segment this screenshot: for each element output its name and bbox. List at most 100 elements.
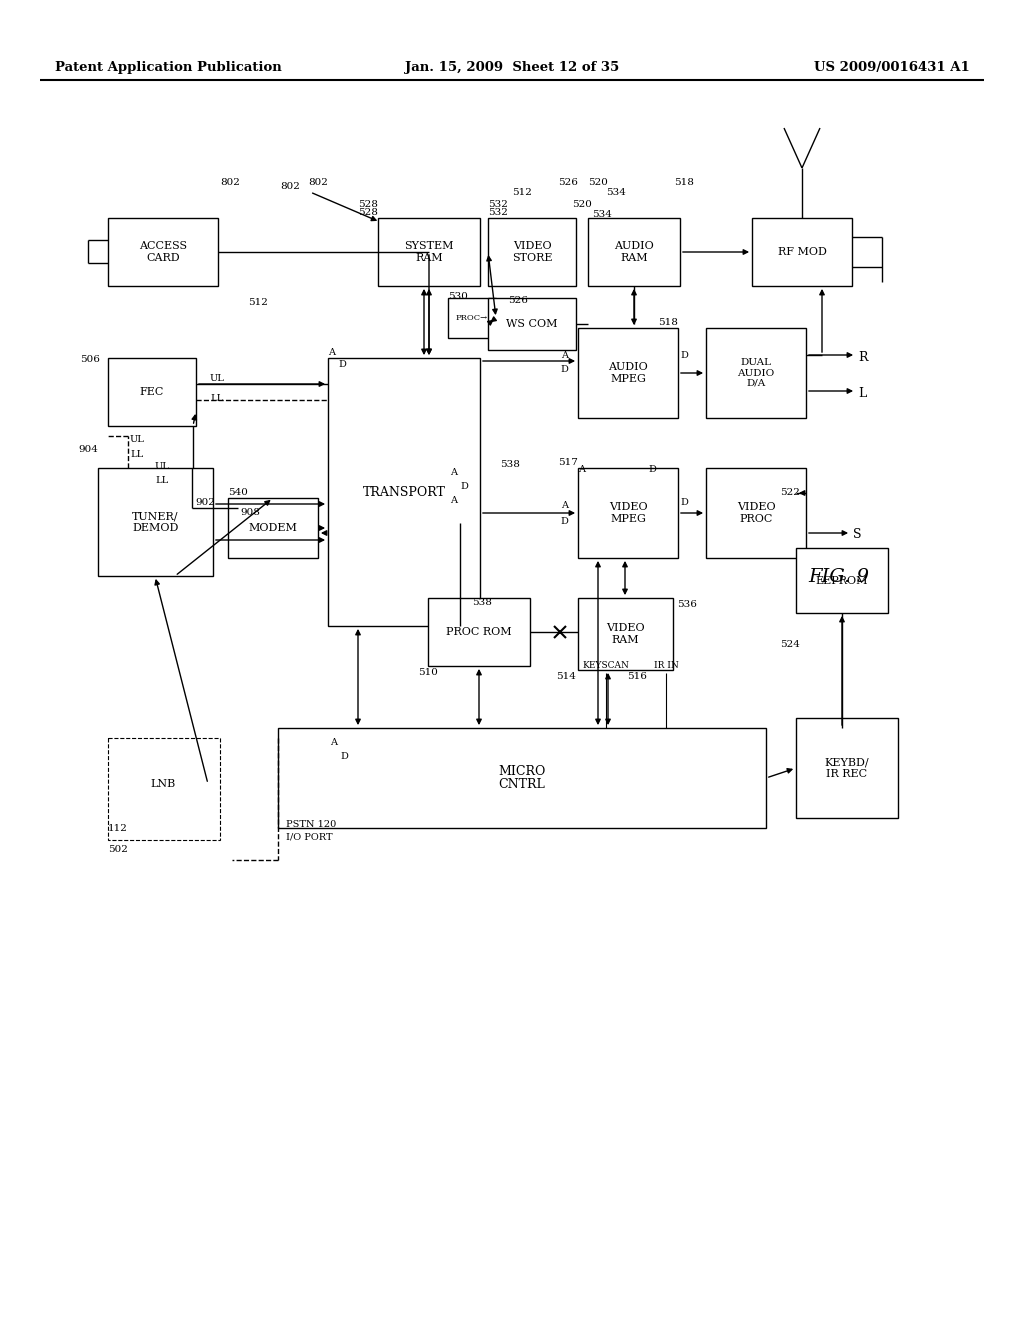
Bar: [428, 598, 530, 667]
Text: 502: 502: [108, 845, 128, 854]
Text: PROC→: PROC→: [456, 314, 488, 322]
Bar: [706, 469, 806, 558]
Text: TUNER/: TUNER/: [132, 511, 179, 521]
Text: 802: 802: [280, 182, 300, 191]
Text: MODEM: MODEM: [249, 523, 297, 533]
Bar: [578, 598, 673, 671]
Bar: [449, 298, 496, 338]
Text: VIDEO: VIDEO: [513, 242, 551, 251]
Text: DEMOD: DEMOD: [132, 523, 178, 532]
Text: MPEG: MPEG: [610, 513, 646, 524]
Text: PSTN 120: PSTN 120: [286, 820, 336, 829]
Text: 908: 908: [240, 508, 260, 517]
Text: MPEG: MPEG: [610, 374, 646, 384]
Text: 802: 802: [220, 178, 240, 187]
Bar: [108, 738, 220, 840]
Text: 538: 538: [500, 459, 520, 469]
Bar: [796, 548, 888, 612]
Text: CARD: CARD: [146, 252, 180, 263]
Text: 534: 534: [606, 187, 626, 197]
Text: 534: 534: [592, 210, 612, 219]
Text: A: A: [450, 469, 457, 477]
Text: TRANSPORT: TRANSPORT: [362, 486, 445, 499]
Text: STORE: STORE: [512, 252, 552, 263]
Text: IR REC: IR REC: [826, 768, 867, 779]
Text: FEC: FEC: [140, 387, 164, 397]
Text: RAM: RAM: [415, 252, 442, 263]
Text: A: A: [578, 465, 585, 474]
Text: SYSTEM: SYSTEM: [404, 242, 454, 251]
Text: LL: LL: [130, 450, 143, 459]
Bar: [706, 327, 806, 418]
Bar: [328, 358, 480, 626]
Text: A: A: [561, 502, 568, 510]
Text: A: A: [328, 348, 335, 356]
Bar: [228, 498, 318, 558]
Text: D: D: [560, 517, 568, 525]
Text: LL: LL: [155, 477, 168, 484]
Text: 530: 530: [449, 292, 468, 301]
Text: D: D: [560, 366, 568, 374]
Text: AUDIO: AUDIO: [737, 368, 774, 378]
Bar: [108, 218, 218, 286]
Text: D: D: [460, 482, 468, 491]
Text: 520: 520: [572, 201, 592, 209]
Text: 510: 510: [418, 668, 438, 677]
Text: D/A: D/A: [746, 379, 766, 388]
Text: 518: 518: [674, 178, 694, 187]
Text: AUDIO: AUDIO: [608, 363, 648, 372]
Text: D: D: [680, 498, 688, 507]
Text: LNB: LNB: [151, 779, 176, 789]
Text: 518: 518: [658, 318, 678, 327]
Bar: [488, 218, 575, 286]
Text: Patent Application Publication: Patent Application Publication: [55, 62, 282, 74]
Bar: [118, 748, 208, 820]
Text: VIDEO: VIDEO: [736, 503, 775, 512]
Text: IR IN: IR IN: [653, 661, 678, 671]
Text: 506: 506: [80, 355, 100, 364]
Text: UL: UL: [130, 436, 144, 444]
Text: 528: 528: [358, 209, 378, 216]
Text: 902: 902: [195, 498, 215, 507]
Text: I/O PORT: I/O PORT: [286, 832, 333, 841]
Text: 524: 524: [780, 640, 800, 649]
Bar: [578, 327, 678, 418]
Text: D: D: [338, 360, 346, 370]
Text: 540: 540: [228, 488, 248, 498]
Text: 532: 532: [488, 201, 508, 209]
Text: 512: 512: [512, 187, 531, 197]
Text: 112: 112: [108, 824, 128, 833]
Bar: [378, 218, 480, 286]
Text: A: A: [450, 496, 457, 506]
Text: PROC ROM: PROC ROM: [446, 627, 512, 638]
Text: CNTRL: CNTRL: [499, 777, 546, 791]
Bar: [578, 469, 678, 558]
Text: S: S: [853, 528, 861, 541]
Text: 536: 536: [677, 601, 697, 609]
Bar: [98, 469, 213, 576]
Text: US 2009/0016431 A1: US 2009/0016431 A1: [814, 62, 970, 74]
Text: KEYBD/: KEYBD/: [824, 758, 869, 767]
Text: Jan. 15, 2009  Sheet 12 of 35: Jan. 15, 2009 Sheet 12 of 35: [404, 62, 620, 74]
Text: 520: 520: [588, 178, 608, 187]
Bar: [752, 218, 852, 286]
Text: 512: 512: [248, 298, 268, 308]
Text: 517: 517: [558, 458, 578, 467]
Text: DUAL: DUAL: [740, 358, 771, 367]
Text: D: D: [648, 465, 656, 474]
Text: RAM: RAM: [621, 252, 648, 263]
Bar: [796, 718, 898, 818]
Text: RF MOD: RF MOD: [777, 247, 826, 257]
Text: UL: UL: [210, 374, 225, 383]
Text: UL: UL: [155, 462, 170, 471]
Text: 516: 516: [627, 672, 647, 681]
Text: MICRO: MICRO: [499, 766, 546, 779]
Bar: [488, 298, 575, 350]
Text: 522: 522: [780, 488, 800, 498]
Text: PROC: PROC: [739, 513, 773, 524]
Text: 526: 526: [508, 296, 528, 305]
Bar: [278, 729, 766, 828]
Text: ACCESS: ACCESS: [139, 242, 187, 251]
Text: 526: 526: [558, 178, 578, 187]
Text: D: D: [340, 752, 348, 762]
